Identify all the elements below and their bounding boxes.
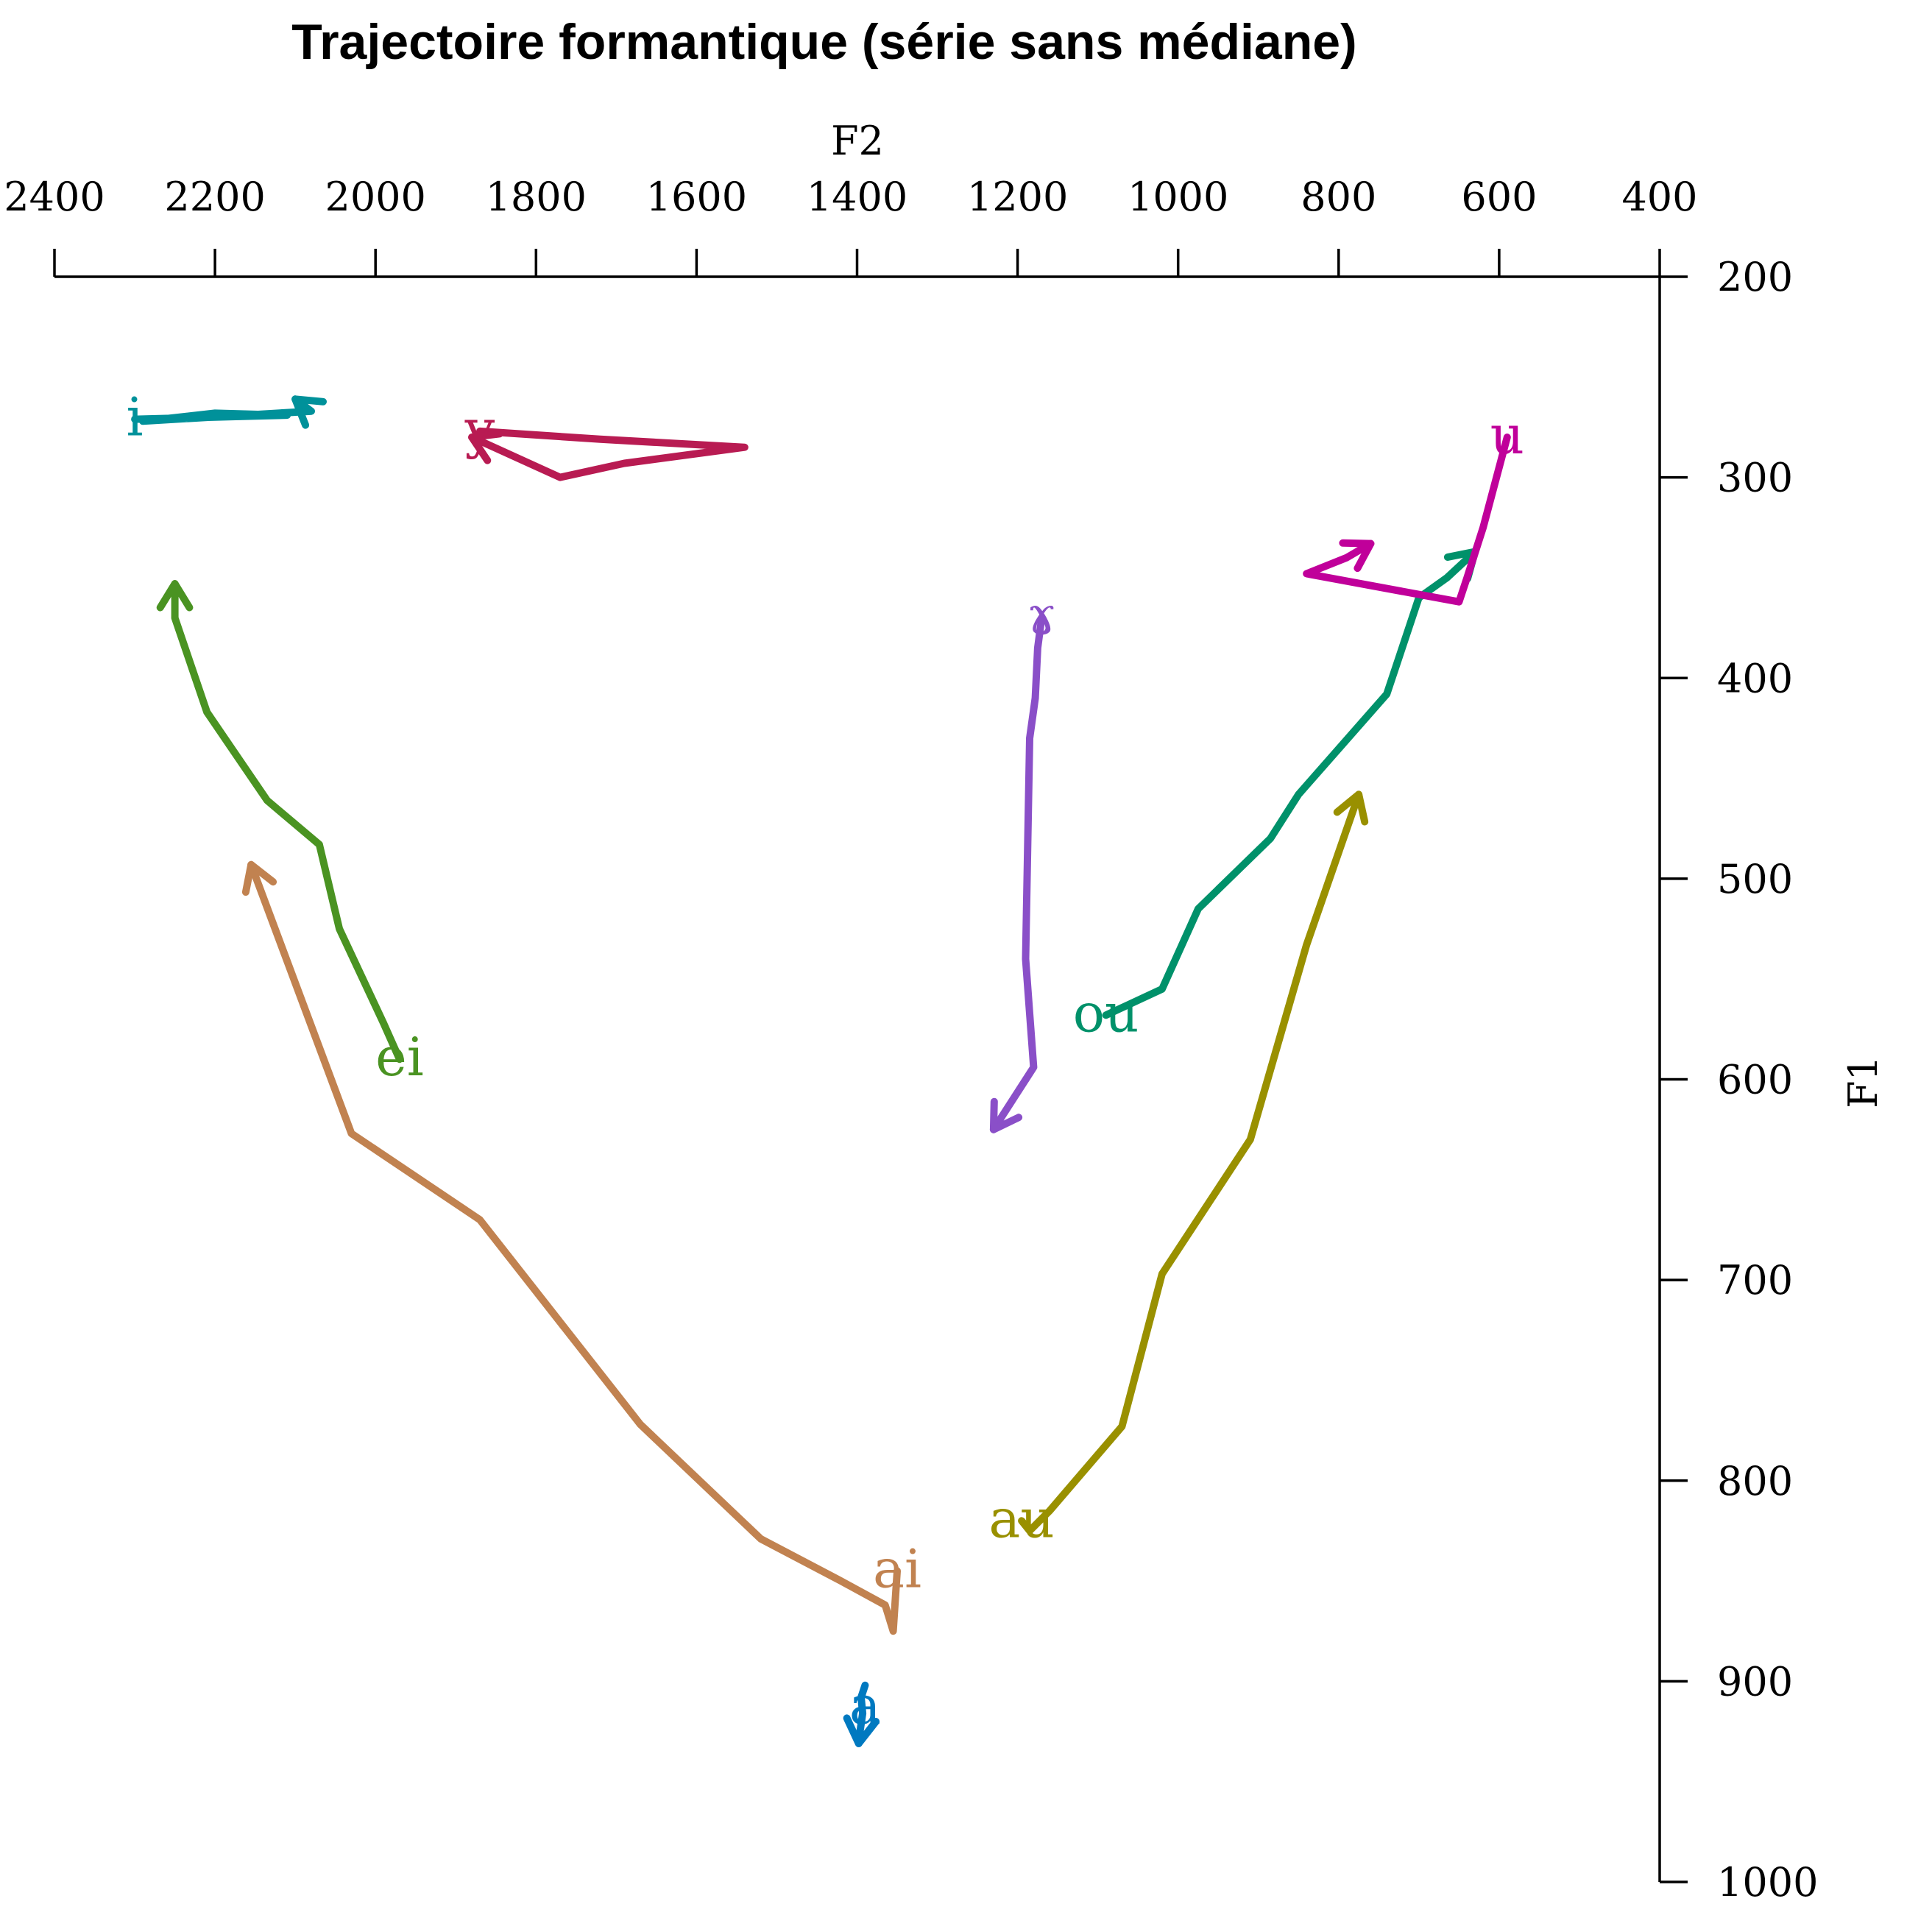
series-line-u xyxy=(1303,434,1511,606)
y-tick-label: 800 xyxy=(1717,1458,1793,1504)
y-axis-ticks: 200 300 400 500 600 700 800 900 1000 xyxy=(1660,254,1818,1906)
x-tick-label: 600 xyxy=(1461,174,1537,220)
y-tick-label: 500 xyxy=(1717,856,1793,902)
x-tick-label: 800 xyxy=(1301,174,1376,220)
x-tick-label: 1200 xyxy=(967,174,1068,220)
arrowhead-ei xyxy=(156,580,194,612)
arrowhead-i xyxy=(291,395,327,429)
x-tick-label: 1600 xyxy=(646,174,747,220)
y-tick-label: 700 xyxy=(1717,1257,1793,1303)
y-tick-label: 400 xyxy=(1717,655,1793,701)
y-tick-label: 600 xyxy=(1717,1057,1793,1103)
arrowhead-u xyxy=(1339,539,1375,573)
x-tick-label: 1000 xyxy=(1128,174,1228,220)
series-line-ou xyxy=(1102,548,1479,1019)
vowel-label: y xyxy=(464,398,495,460)
vowel-label: ou xyxy=(1073,982,1139,1044)
vowel-label: i xyxy=(127,386,144,448)
arrowhead-a xyxy=(843,1714,880,1747)
x-axis-label: F2 xyxy=(831,118,884,164)
x-axis-ticks: 2400 2200 2000 1800 1600 1400 1200 1000 800 600 40… xyxy=(4,174,1698,277)
y-axis-label: F1 xyxy=(1840,1055,1886,1108)
vowel-label: ɤ xyxy=(1027,584,1057,646)
y-tick-label: 300 xyxy=(1717,455,1793,501)
series-line-au xyxy=(1018,790,1363,1535)
series-line-i xyxy=(131,395,315,425)
vowel-label: ei xyxy=(375,1026,424,1088)
series-line-y xyxy=(468,427,749,481)
trajectory-series xyxy=(131,395,1511,1747)
arrowhead-y xyxy=(468,430,503,464)
vowel-label: au xyxy=(988,1487,1054,1549)
y-tick-label: 1000 xyxy=(1717,1859,1818,1906)
vowel-label: a xyxy=(849,1674,881,1736)
x-tick-label: 1400 xyxy=(807,174,907,220)
vowel-label: ai xyxy=(873,1538,921,1599)
series-line-ai xyxy=(247,860,901,1635)
x-tick-label: 2400 xyxy=(4,174,105,220)
chart-title: Trajectoire formantique (série sans médi… xyxy=(291,14,1356,70)
x-tick-label: 400 xyxy=(1621,174,1697,220)
vowel-label: u xyxy=(1490,404,1524,466)
x-tick-label: 2200 xyxy=(164,174,265,220)
series-line-ɤ xyxy=(989,614,1046,1133)
arrowhead-au xyxy=(1333,790,1369,826)
arrowhead-ɤ xyxy=(989,1097,1023,1133)
series-line-a xyxy=(854,1681,869,1747)
y-tick-label: 200 xyxy=(1717,254,1793,300)
y-tick-label: 900 xyxy=(1717,1658,1793,1705)
vowel-labels: ei ai au ou u ɤ y i a xyxy=(127,386,1524,1736)
series-line-ei xyxy=(171,580,403,1064)
x-tick-label: 1800 xyxy=(486,174,587,220)
arrowhead-ai xyxy=(241,860,277,896)
x-tick-label: 2000 xyxy=(325,174,425,220)
